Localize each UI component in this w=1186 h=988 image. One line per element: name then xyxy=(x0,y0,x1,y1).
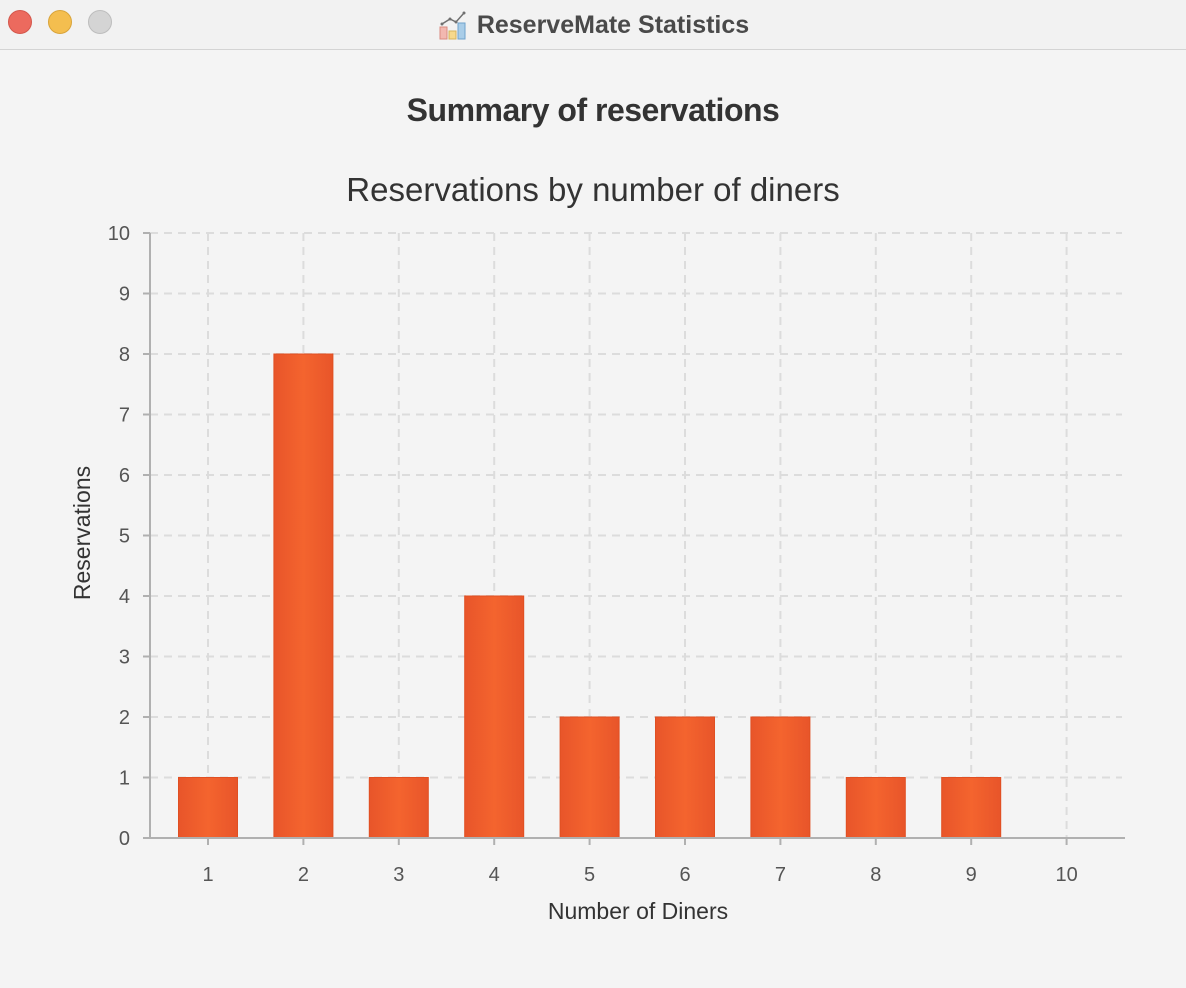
bar-8[interactable] xyxy=(845,777,906,839)
bar-3[interactable] xyxy=(368,777,429,839)
bar-4[interactable] xyxy=(464,595,525,839)
y-tick-label: 2 xyxy=(119,707,130,729)
bar-1[interactable] xyxy=(178,777,238,839)
bar-6[interactable] xyxy=(655,716,715,839)
x-tick-label: 6 xyxy=(679,864,690,886)
y-tick-label: 3 xyxy=(119,647,130,669)
bar-layer xyxy=(178,353,1002,839)
axis-layer: 0 1 2 3 4 5 6 7 8 9 10 1 2 3 4 5 6 7 8 9 10 xyxy=(108,223,1125,886)
x-tick-label: 1 xyxy=(202,864,213,886)
reservations-chart: Reservations by number of diners 0 1 2 3 4 5 6… xyxy=(69,171,1125,924)
chart-title: Reservations by number of diners xyxy=(346,171,839,208)
x-tick-label: 2 xyxy=(298,864,309,886)
page-heading: Summary of reservations xyxy=(406,92,780,128)
y-axis-label: Reservations xyxy=(69,466,95,600)
x-tick-label: 9 xyxy=(966,864,977,886)
y-tick-label: 10 xyxy=(108,223,130,245)
x-axis-label: Number of Diners xyxy=(548,898,728,924)
bar-5[interactable] xyxy=(559,716,620,839)
bar-9[interactable] xyxy=(941,777,1002,839)
x-tick-label: 7 xyxy=(775,864,786,886)
y-tick-label: 0 xyxy=(119,828,130,850)
title-group: ReserveMate Statistics xyxy=(0,0,1186,50)
y-tick-label: 7 xyxy=(119,405,130,427)
window-title: ReserveMate Statistics xyxy=(476,10,750,39)
x-tick-label: 10 xyxy=(1055,864,1077,886)
x-tick-label: 4 xyxy=(489,864,500,886)
title-bar[interactable]: ReserveMate Statistics xyxy=(0,0,1186,50)
y-tick-label: 6 xyxy=(119,465,130,487)
y-tick-label: 5 xyxy=(119,526,130,548)
close-window-button[interactable] xyxy=(8,10,32,34)
minimize-window-button[interactable] xyxy=(48,10,72,34)
zoom-window-button[interactable] xyxy=(88,10,112,34)
y-tick-label: 1 xyxy=(119,768,130,790)
bar-2[interactable] xyxy=(273,353,334,839)
bar-7[interactable] xyxy=(750,716,811,839)
chart-icon xyxy=(439,11,466,40)
x-tick-label: 3 xyxy=(393,864,404,886)
x-tick-label: 8 xyxy=(870,864,881,886)
y-tick-label: 8 xyxy=(119,344,130,366)
y-tick-label: 4 xyxy=(119,586,130,608)
x-tick-label: 5 xyxy=(584,864,595,886)
y-tick-label: 9 xyxy=(119,284,130,306)
